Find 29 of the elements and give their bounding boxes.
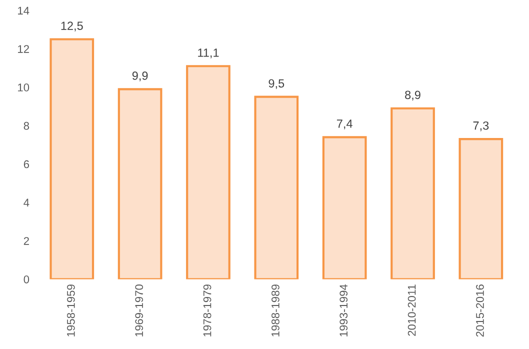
bar bbox=[390, 107, 435, 280]
y-tick-label: 0 bbox=[24, 275, 30, 284]
y-tick-label: 2 bbox=[24, 237, 29, 245]
bar bbox=[118, 88, 162, 280]
data-label: 9,9 bbox=[132, 72, 148, 82]
y-tick-label: 12 bbox=[18, 45, 29, 53]
bar bbox=[254, 96, 299, 280]
x-tick-label: 1993-1994 bbox=[340, 284, 348, 336]
y-tick-label: 6 bbox=[24, 160, 30, 168]
x-tick-label: 1978-1979 bbox=[203, 284, 212, 336]
data-label: 7,4 bbox=[336, 120, 352, 130]
data-label: 12,5 bbox=[61, 22, 83, 32]
data-label: 7,3 bbox=[473, 121, 489, 132]
bar bbox=[458, 138, 504, 280]
data-label: 8,9 bbox=[405, 90, 420, 100]
x-tick-label: 2015-2016 bbox=[476, 284, 484, 337]
y-tick-label: 4 bbox=[24, 198, 30, 206]
y-tick-label: 8 bbox=[24, 122, 30, 130]
x-tick-label: 2010-2011 bbox=[408, 284, 416, 336]
bar bbox=[322, 136, 367, 280]
data-label: 11,1 bbox=[198, 48, 219, 58]
bar bbox=[186, 65, 230, 280]
y-tick-label: 10 bbox=[18, 84, 30, 92]
x-tick-label: 1988-1989 bbox=[272, 284, 280, 336]
x-tick-label: 1958-1959 bbox=[66, 284, 75, 336]
y-tick-label: 14 bbox=[18, 6, 30, 14]
bar bbox=[50, 38, 94, 280]
x-tick-label: 1969-1970 bbox=[135, 284, 144, 336]
data-label: 9,5 bbox=[268, 79, 284, 89]
